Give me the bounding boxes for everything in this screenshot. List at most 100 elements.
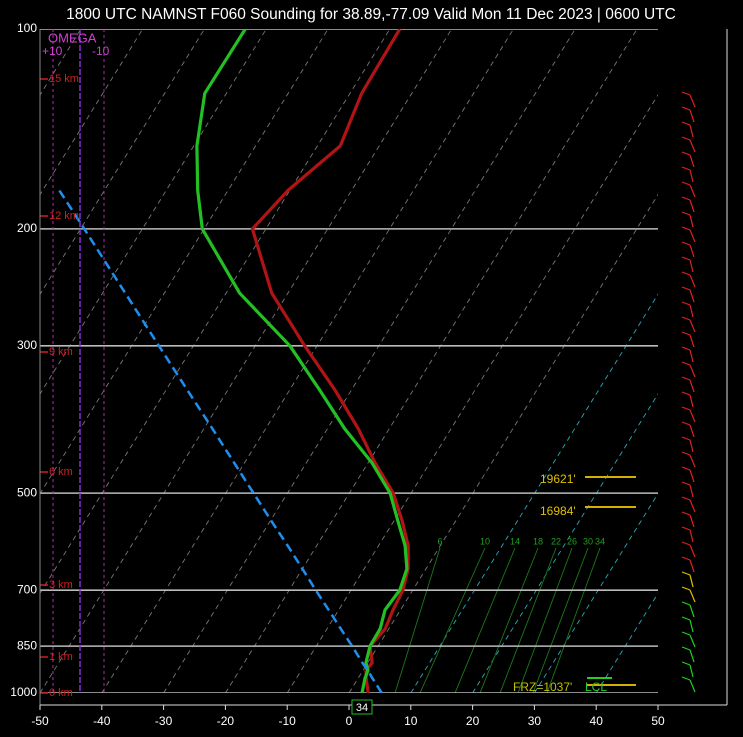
wind-barb — [681, 676, 691, 681]
wind-barb — [681, 226, 691, 231]
wind-barb — [681, 601, 691, 606]
wind-barb — [681, 376, 691, 381]
wind-barb — [681, 361, 691, 366]
wind-barb — [689, 559, 695, 573]
isotherm — [410, 293, 658, 693]
height-label: 9 km — [49, 346, 73, 358]
wind-barb — [689, 484, 694, 498]
wind-barb — [689, 394, 694, 408]
mixing-ratio-label: 34 — [595, 536, 605, 546]
wind-barb — [681, 211, 691, 216]
annotation: FRZ=1037' — [513, 680, 572, 694]
wind-barb — [681, 256, 691, 261]
isotherm — [472, 393, 658, 693]
omega-title: OMEGA — [48, 30, 97, 45]
wind-barb — [689, 274, 696, 288]
wind-barb — [689, 514, 695, 528]
isotherm — [534, 492, 658, 693]
wind-barb — [681, 301, 691, 306]
x-tick-label: 10 — [404, 714, 418, 728]
x-tick-label: -30 — [155, 714, 173, 728]
wind-barb — [681, 331, 691, 336]
omega-tick: -10 — [92, 44, 110, 58]
wind-barb — [681, 166, 691, 171]
wind-barb — [689, 424, 695, 438]
wind-barb — [689, 649, 695, 663]
wind-barb — [681, 661, 691, 666]
y-tick-label: 100 — [17, 21, 37, 35]
wind-barb — [689, 679, 696, 693]
profile-line — [250, 29, 410, 693]
wind-barb — [689, 439, 694, 453]
wind-barb — [681, 451, 691, 456]
y-tick-label: 500 — [17, 485, 37, 499]
wind-barb — [689, 304, 694, 318]
wind-barb — [689, 379, 695, 393]
isotherm — [163, 29, 576, 693]
height-label: 6 km — [49, 466, 73, 478]
wind-barb — [681, 406, 691, 411]
wind-barb — [689, 94, 696, 108]
height-label: 15 km — [49, 73, 79, 85]
wind-barb — [681, 481, 691, 486]
x-tick-label: -50 — [31, 714, 49, 728]
height-label: 12 km — [49, 210, 79, 222]
x-tick-label: 20 — [466, 714, 480, 728]
wind-barb — [689, 124, 694, 138]
wind-barb — [689, 289, 695, 303]
wind-barb — [689, 364, 696, 378]
mixing-ratio-line — [517, 547, 573, 693]
mixing-ratio-label: 14 — [510, 536, 520, 546]
mixing-ratio-line — [454, 547, 516, 693]
wind-barb — [689, 544, 696, 558]
wind-barb — [681, 511, 691, 516]
wind-barb — [689, 469, 695, 483]
isotherm — [40, 29, 453, 693]
wind-barb — [681, 391, 691, 396]
wind-barb — [689, 619, 694, 633]
wind-barb — [689, 184, 696, 198]
x-tick-label: 30 — [528, 714, 542, 728]
wind-barb — [681, 586, 691, 591]
wind-barb — [681, 646, 691, 651]
profile-line — [195, 29, 409, 693]
mixing-ratio-label: 30 — [583, 536, 593, 546]
mixing-ratio-label: 10 — [480, 536, 490, 546]
wind-barb — [689, 604, 695, 618]
x-tick-label: -20 — [217, 714, 235, 728]
wind-barb — [689, 199, 695, 213]
annotation: 16984' — [540, 504, 576, 518]
isotherm — [40, 29, 144, 196]
mixing-ratio-label: 26 — [567, 536, 577, 546]
y-tick-label: 850 — [17, 638, 37, 652]
wind-barb — [689, 574, 694, 588]
y-tick-label: 300 — [17, 338, 37, 352]
annotation: 19621' — [540, 472, 576, 486]
wind-barb — [689, 109, 695, 123]
wind-barb — [689, 454, 696, 468]
wind-barb — [681, 571, 691, 576]
mixing-ratio-line — [479, 547, 539, 693]
mixing-ratio-line — [419, 547, 486, 693]
wind-barb — [681, 556, 691, 561]
wind-barb — [681, 121, 691, 126]
wind-barb — [681, 241, 691, 246]
mixing-ratio-label: 22 — [551, 536, 561, 546]
x-tick-label: 0 — [346, 714, 353, 728]
mixing-ratio-line — [546, 547, 601, 693]
isotherm — [40, 29, 329, 495]
annotation-box — [351, 699, 373, 715]
wind-barb — [689, 244, 695, 258]
wind-barb — [681, 496, 691, 501]
wind-barb — [681, 436, 691, 441]
x-tick-label: 40 — [590, 714, 604, 728]
wind-barb — [681, 316, 691, 321]
isotherm — [40, 29, 391, 595]
annotation: LCL — [585, 680, 607, 694]
wind-barb — [681, 136, 691, 141]
isotherm — [348, 193, 658, 693]
wind-barb — [689, 499, 696, 513]
wind-barb — [681, 91, 691, 96]
chart-title: 1800 UTC NAMNST F060 Sounding for 38.89,… — [66, 6, 676, 23]
